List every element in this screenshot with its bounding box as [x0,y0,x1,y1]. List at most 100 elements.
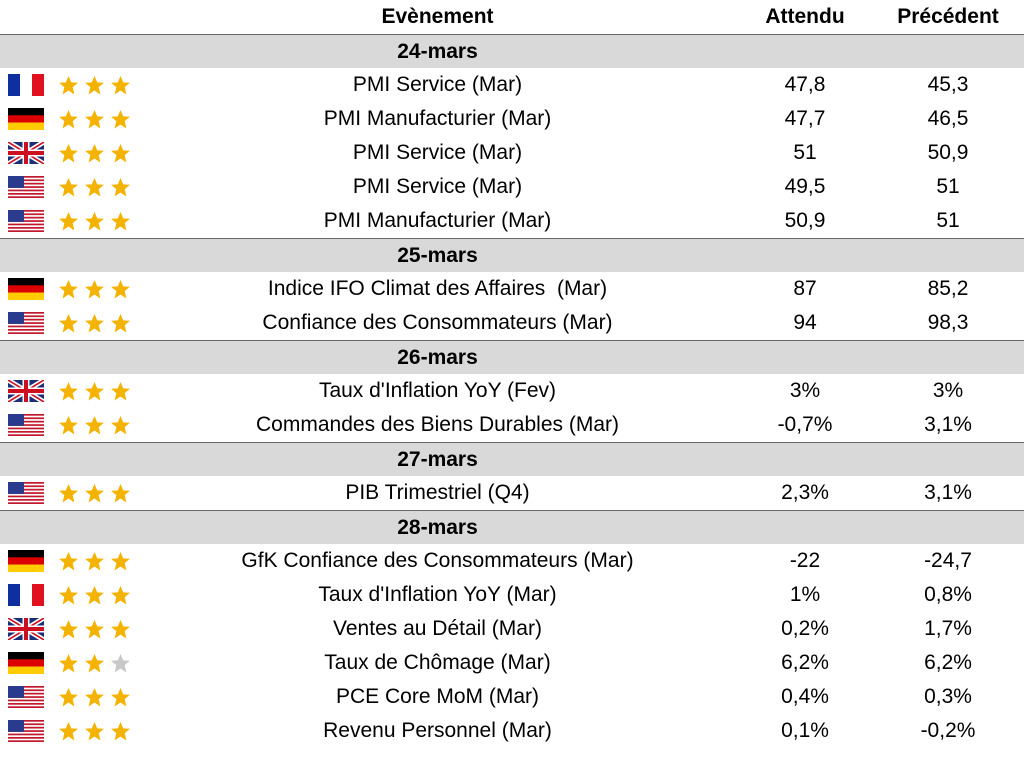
previous-value: 3% [932,379,964,402]
event-row: Indice IFO Climat des Affaires (Mar) 87 85… [0,272,1024,306]
expected-value: 2,3% [781,481,829,504]
rating-stars [59,654,130,673]
expected-value: 0,1% [781,719,829,742]
previous-value: 51 [936,175,960,198]
rating-stars [59,722,130,741]
country-flag [8,210,44,232]
date-label: 26-mars [397,346,478,369]
country-flag [8,414,44,436]
expected-value: 87 [793,277,817,300]
country-flag [8,686,44,708]
country-flag [8,142,44,164]
rating-stars [59,212,130,231]
event-name: Ventes au Détail (Mar) [333,617,542,640]
country-flag [8,278,44,300]
date-label: 27-mars [397,448,478,471]
previous-value: 3,1% [924,413,972,436]
date-row: 27-mars [0,442,1024,476]
rating-stars [59,110,130,129]
event-name: PCE Core MoM (Mar) [335,685,540,708]
expected-value: -0,7% [777,413,833,436]
previous-value: 45,3 [927,73,969,96]
previous-value: 51 [936,209,960,232]
previous-value: 0,8% [924,583,972,606]
expected-value: 6,2% [781,651,829,674]
rating-stars [59,76,130,95]
event-row: PIB Trimestriel (Q4) 2,3% 3,1% [0,476,1024,510]
previous-value: 50,9 [927,141,969,164]
event-name: Revenu Personnel (Mar) [323,719,552,742]
event-row: PMI Manufacturier (Mar) 47,7 46,5 [0,102,1024,136]
event-name: PMI Manufacturier (Mar) [323,107,552,130]
event-name: PMI Service (Mar) [352,175,523,198]
date-row: 26-mars [0,340,1024,374]
expected-value: 47,8 [784,73,826,96]
event-row: PMI Service (Mar) 47,8 45,3 [0,68,1024,102]
event-name: Taux de Chômage (Mar) [324,651,551,674]
event-row: Revenu Personnel (Mar) 0,1% -0,2% [0,714,1024,748]
event-name: GfK Confiance des Consommateurs (Mar) [241,549,634,572]
event-row: PMI Manufacturier (Mar) 50,9 51 [0,204,1024,238]
expected-value: 50,9 [784,209,826,232]
rating-stars [59,416,130,435]
event-row: Taux d'Inflation YoY (Fev) 3% 3% [0,374,1024,408]
previous-value: -24,7 [924,549,972,572]
previous-value: 98,3 [927,311,969,334]
country-flag [8,618,44,640]
previous-value: -0,2% [920,719,976,742]
event-row: Commandes des Biens Durables (Mar) -0,7% 3… [0,408,1024,442]
event-name: PMI Service (Mar) [352,73,523,96]
date-row: 28-mars [0,510,1024,544]
event-row: PMI Service (Mar) 51 50,9 [0,136,1024,170]
rating-stars [59,552,130,571]
rating-stars [59,620,130,639]
previous-value: 0,3% [924,685,972,708]
date-label: 28-mars [397,516,478,539]
previous-value: 6,2% [924,651,972,674]
event-row: GfK Confiance des Consommateurs (Mar) -22… [0,544,1024,578]
event-name: Taux d'Inflation YoY (Fev) [318,379,557,402]
previous-value: 1,7% [924,617,972,640]
rating-stars [59,280,130,299]
event-name: PIB Trimestriel (Q4) [345,481,530,504]
country-flag [8,176,44,198]
header-event: Evènement [381,5,494,28]
country-flag [8,74,44,96]
country-flag [8,652,44,674]
expected-value: 49,5 [784,175,826,198]
previous-value: 46,5 [927,107,969,130]
event-row: Taux d'Inflation YoY (Mar) 1% 0,8% [0,578,1024,612]
country-flag [8,380,44,402]
rating-stars [59,688,130,707]
expected-value: 0,4% [781,685,829,708]
expected-value: 0,2% [781,617,829,640]
date-row: 25-mars [0,238,1024,272]
event-name: Confiance des Consommateurs (Mar) [262,311,613,334]
date-label: 24-mars [397,40,478,63]
header-row: Evènement Attendu Précédent [0,0,1024,34]
event-row: Taux de Chômage (Mar) 6,2% 6,2% [0,646,1024,680]
event-name: Commandes des Biens Durables (Mar) [256,413,619,436]
date-row: 24-mars [0,34,1024,68]
event-row: Confiance des Consommateurs (Mar) 94 98,3 [0,306,1024,340]
rating-stars [59,178,130,197]
country-flag [8,584,44,606]
event-name: PMI Manufacturier (Mar) [323,209,552,232]
expected-value: 1% [789,583,821,606]
expected-value: -22 [789,549,821,572]
event-row: PMI Service (Mar) 49,5 51 [0,170,1024,204]
rating-stars [59,382,130,401]
event-name: Taux d'Inflation YoY (Mar) [318,583,557,606]
header-previous: Précédent [897,5,999,28]
previous-value: 3,1% [924,481,972,504]
event-name: Indice IFO Climat des Affaires (Mar) [267,277,608,300]
country-flag [8,720,44,742]
event-name: PMI Service (Mar) [352,141,523,164]
rating-stars [59,586,130,605]
expected-value: 51 [793,141,817,164]
previous-value: 85,2 [927,277,969,300]
rating-stars [59,314,130,333]
event-row: PCE Core MoM (Mar) 0,4% 0,3% [0,680,1024,714]
country-flag [8,312,44,334]
